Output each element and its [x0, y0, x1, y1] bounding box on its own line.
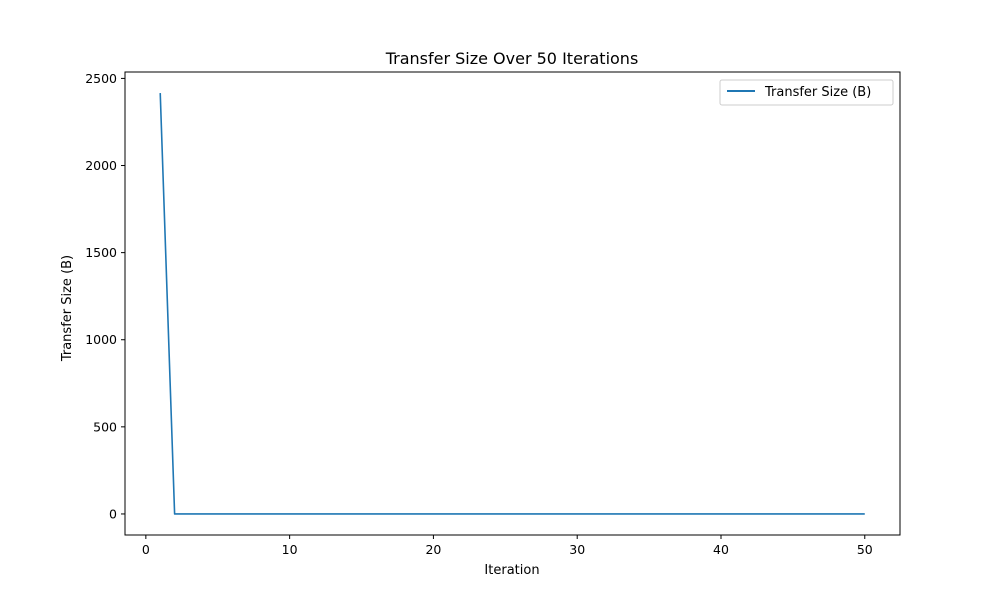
y-tick-label: 0: [109, 506, 117, 521]
legend: Transfer Size (B): [719, 79, 894, 106]
legend-label-transfer-size: Transfer Size (B): [764, 85, 871, 100]
y-tick-label: 2500: [85, 71, 117, 86]
series-layer: [159, 93, 865, 515]
chart-title: Transfer Size Over 50 Iterations: [385, 49, 639, 68]
x-tick-label: 10: [282, 542, 298, 557]
legend-box: [719, 79, 894, 106]
y-axis-ticks: 0 500 1000 1500 2000 2500: [85, 71, 125, 521]
x-axis-label: Iteration: [484, 563, 539, 578]
x-tick-label: 20: [425, 542, 441, 557]
y-tick-label: 2000: [85, 158, 117, 173]
plot-area-frame: [124, 71, 901, 536]
x-tick-label: 40: [713, 542, 729, 557]
y-tick-label: 500: [93, 419, 117, 434]
series-line-transfer-size: [159, 93, 865, 515]
x-tick-label: 50: [857, 542, 873, 557]
y-tick-label: 1500: [85, 245, 117, 260]
x-tick-label: 30: [569, 542, 585, 557]
y-axis-label: Transfer Size (B): [60, 255, 75, 362]
x-axis-ticks: 0 10 20 30 40 50: [142, 535, 873, 557]
x-tick-label: 0: [142, 542, 150, 557]
y-tick-label: 1000: [85, 332, 117, 347]
